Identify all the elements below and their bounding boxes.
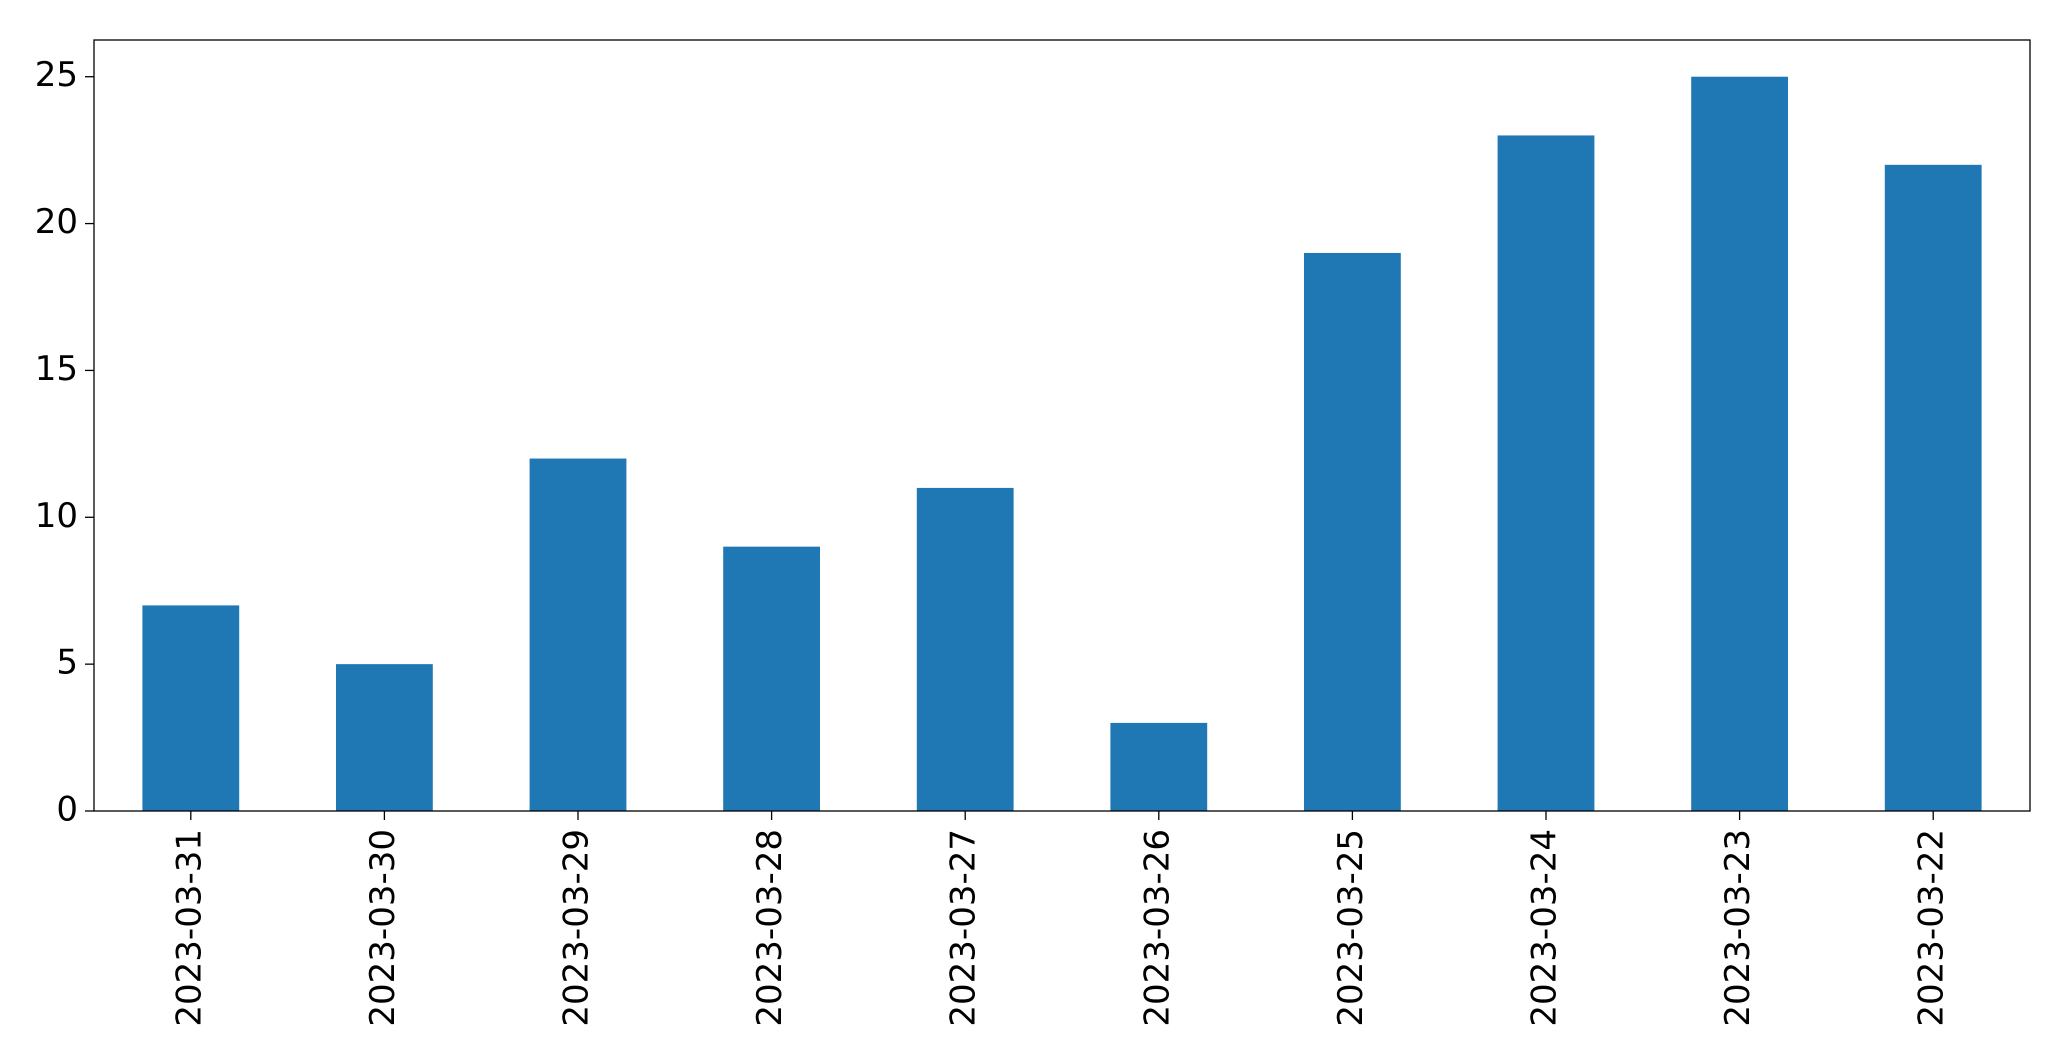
y-tick-label: 10 xyxy=(35,496,78,536)
x-tick-label: 2023-03-31 xyxy=(169,829,209,1027)
y-tick-label: 15 xyxy=(35,349,78,389)
x-tick-label: 2023-03-23 xyxy=(1718,829,1758,1027)
bar xyxy=(1884,164,1982,812)
y-tick-label: 20 xyxy=(35,202,78,242)
x-tick-label: 2023-03-26 xyxy=(1137,829,1177,1027)
x-tick-label: 2023-03-27 xyxy=(944,829,984,1027)
bar xyxy=(529,458,627,811)
bar xyxy=(1304,252,1401,811)
y-tick-label: 25 xyxy=(35,55,78,95)
bar xyxy=(336,664,433,811)
x-tick-label: 2023-03-25 xyxy=(1331,829,1371,1027)
plot-frame xyxy=(93,39,2031,812)
x-tick-label: 2023-03-30 xyxy=(363,829,403,1027)
bar xyxy=(142,605,240,811)
bar xyxy=(1691,76,1788,811)
bar xyxy=(916,487,1014,811)
y-tick-label: 0 xyxy=(56,790,78,830)
x-tick-label: 2023-03-28 xyxy=(750,829,790,1027)
bar xyxy=(1110,722,1208,811)
x-tick-label: 2023-03-24 xyxy=(1525,829,1565,1027)
x-tick-label: 2023-03-29 xyxy=(557,829,597,1027)
bar xyxy=(723,546,820,811)
y-tick-label: 5 xyxy=(56,643,78,683)
bar xyxy=(1497,135,1595,811)
x-tick-label: 2023-03-22 xyxy=(1912,829,1952,1027)
